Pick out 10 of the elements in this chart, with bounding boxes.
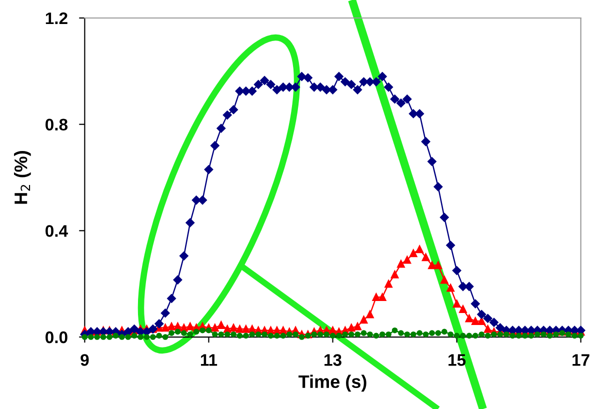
x-tick-label: 9	[80, 354, 89, 366]
y-axis-title: H$_{2}$ (%)	[14, 151, 31, 204]
y-tick-label: 0.4	[46, 225, 68, 237]
x-tick-label: 13	[324, 354, 342, 366]
x-tick-label: 11	[200, 354, 218, 366]
x-tick-label: 17	[572, 354, 590, 366]
x-axis-title: Time (s)	[298, 374, 366, 392]
y-tick-label: 0.8	[46, 118, 68, 131]
y-tick-label: 0.0	[46, 331, 68, 344]
y-tick-label: 1.2	[46, 12, 68, 24]
